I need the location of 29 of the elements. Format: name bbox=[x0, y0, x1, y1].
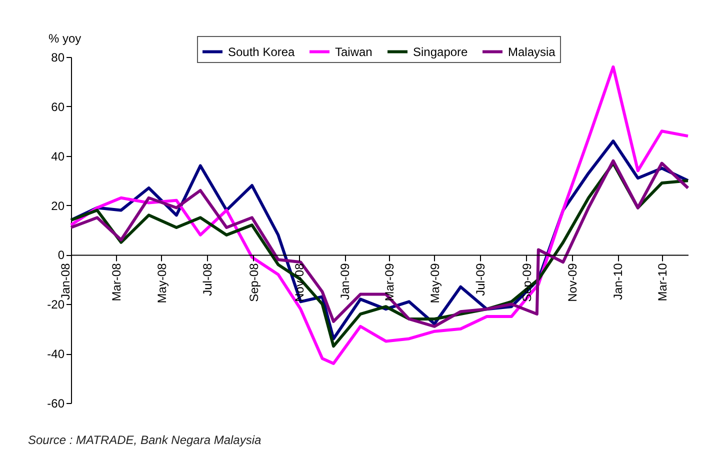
legend-label: Taiwan bbox=[335, 44, 372, 59]
x-tick-label: Jan-08 bbox=[58, 262, 72, 300]
x-tick-label: Mar-09 bbox=[382, 262, 396, 302]
y-tick-label: -40 bbox=[47, 347, 65, 362]
y-tick-label: -60 bbox=[47, 396, 65, 410]
legend-label: Singapore bbox=[413, 44, 468, 59]
y-tick-label: 40 bbox=[51, 149, 65, 164]
legend-label: South Korea bbox=[228, 44, 296, 59]
source-note: Source : MATRADE, Bank Negara Malaysia bbox=[28, 433, 262, 447]
x-tick-label: Sep-09 bbox=[520, 262, 534, 302]
x-tick-label: Jan-09 bbox=[338, 262, 352, 300]
x-tick-label: Mar-10 bbox=[655, 262, 670, 302]
x-tick-label: Mar-08 bbox=[109, 262, 124, 302]
line-series bbox=[70, 65, 690, 365]
x-tick-label: May-08 bbox=[154, 262, 169, 304]
x-tick-label: Nov-08 bbox=[292, 262, 307, 302]
y-tick-label: 60 bbox=[51, 100, 65, 114]
x-tick-label: Jul-08 bbox=[200, 262, 215, 296]
x-tick-label: Jan-10 bbox=[611, 262, 626, 300]
y-tick-label: 20 bbox=[51, 198, 65, 213]
y-tick-label: -20 bbox=[47, 298, 65, 312]
legend-label: Malaysia bbox=[508, 44, 556, 59]
y-tick-label: 80 bbox=[51, 50, 65, 64]
x-tick-label: May-09 bbox=[428, 262, 442, 304]
y-axis-title: % yoy bbox=[48, 32, 82, 46]
x-tick-label: Sep-08 bbox=[246, 262, 261, 302]
y-tick-label: 0 bbox=[58, 248, 65, 262]
x-tick-label: Nov-09 bbox=[566, 262, 580, 302]
x-tick-label: Jul-09 bbox=[474, 262, 488, 296]
